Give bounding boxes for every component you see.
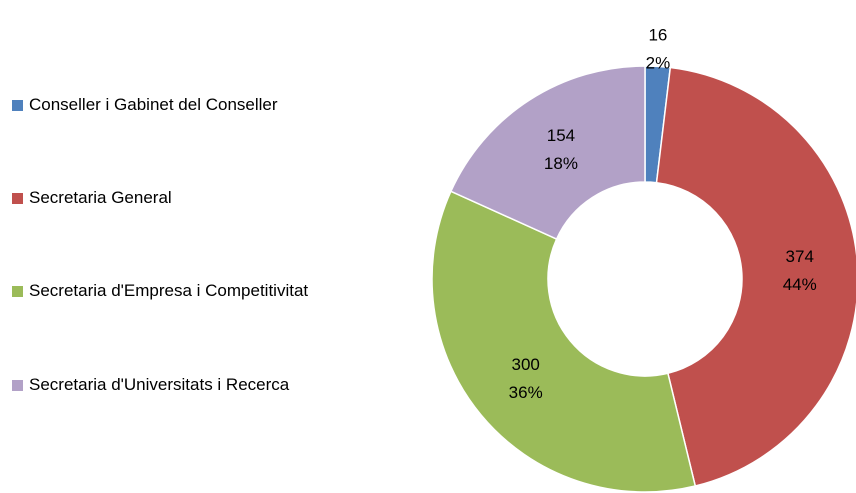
- legend-item: Secretaria d'Empresa i Competitivitat: [12, 281, 342, 303]
- percent-label: 36%: [509, 383, 543, 402]
- legend-swatch: [12, 193, 23, 204]
- legend-swatch: [12, 100, 23, 111]
- legend-item: Secretaria d'Universitats i Recerca: [12, 375, 342, 397]
- data-label: 154: [547, 126, 575, 145]
- donut-slice: [431, 190, 697, 493]
- percent-label: 18%: [544, 154, 578, 173]
- percent-label: 2%: [646, 53, 671, 72]
- legend-swatch: [12, 380, 23, 391]
- legend-label: Secretaria General: [29, 188, 172, 207]
- percent-label: 44%: [783, 275, 817, 294]
- legend-swatch: [12, 286, 23, 297]
- donut-slice: [449, 65, 646, 241]
- legend-item: Secretaria General: [12, 188, 342, 210]
- legend-label: Secretaria d'Universitats i Recerca: [29, 375, 290, 394]
- donut-slice: [655, 66, 856, 487]
- data-label: 16: [648, 25, 667, 44]
- data-label: 374: [786, 247, 814, 266]
- legend-label: Conseller i Gabinet del Conseller: [29, 95, 278, 114]
- legend-label: Secretaria d'Empresa i Competitivitat: [29, 281, 309, 300]
- legend-item: Conseller i Gabinet del Conseller: [12, 95, 342, 117]
- data-label: 300: [512, 355, 540, 374]
